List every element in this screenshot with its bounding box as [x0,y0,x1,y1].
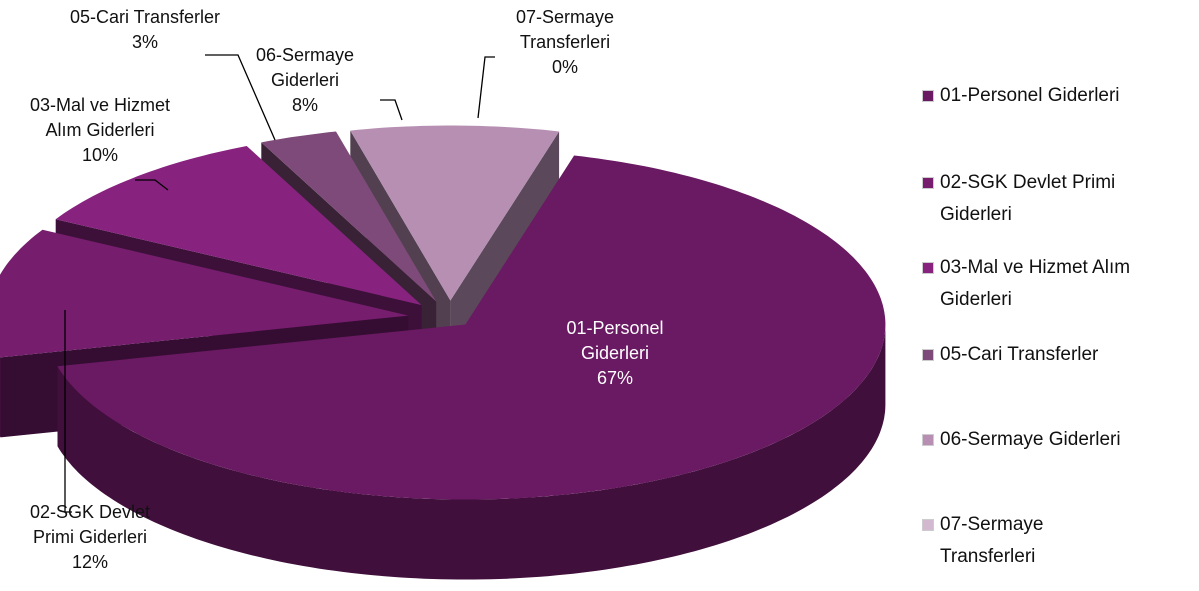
legend-swatch [922,349,934,361]
label-value: 8% [291,95,318,115]
label-name: 06-Sermaye Giderleri [255,45,355,90]
leader-line [380,99,403,121]
slice-top [0,229,409,358]
legend-swatch [922,177,934,189]
label-value: 0% [551,57,578,77]
slice-top [55,146,422,306]
legend-swatch [922,434,934,446]
label-name: 07-Sermaye Transferleri [515,7,615,52]
legend-label: 05-Cari Transferler [940,344,1099,365]
label-value: 3% [131,32,158,52]
legend-label: 01-Personel Giderleri [940,85,1120,106]
label-name: 05-Cari Transferler [69,7,221,27]
slice-top [350,125,560,301]
legend-item: 06-Sermaye Giderleri [922,424,1180,456]
legend-label: 03-Mal ve Hizmet Alım Giderleri [940,257,1131,310]
slice [57,155,886,580]
slice-edge [57,324,886,580]
data-label: 07-Sermaye Transferleri 0% [505,5,625,80]
legend-item: 01-Personel Giderleri [922,80,1180,112]
legend-label: 06-Sermaye Giderleri [940,429,1121,450]
leader-line [135,179,169,191]
legend-item: 02-SGK Devlet Primi Giderleri [922,167,1150,231]
legend-text: 03-Mal ve Hizmet Alım Giderleri [940,252,1155,316]
legend-swatch [922,262,934,274]
legend-text: 02-SGK Devlet Primi Giderleri [940,167,1150,231]
slice-edge [0,356,1,438]
data-label: 02-SGK Devlet Primi Giderleri 12% [15,500,165,575]
legend-text: 06-Sermaye Giderleri [940,424,1180,456]
legend-text: 05-Cari Transferler [940,339,1180,371]
leader-line [64,310,72,513]
slice-top [57,155,886,500]
legend-label: 02-SGK Devlet Primi Giderleri [940,172,1116,225]
label-name: 03-Mal ve Hizmet Alım Giderleri [29,95,171,140]
data-label: 01-Personel Giderleri 67% [550,316,680,391]
label-value: 12% [71,552,109,572]
data-label: 03-Mal ve Hizmet Alım Giderleri 10% [15,93,185,168]
legend-text: 01-Personel Giderleri [940,80,1180,112]
data-label: 05-Cari Transferler 3% [45,5,245,55]
legend-swatch [922,519,934,531]
slice-top [261,131,437,302]
label-value: 10% [81,145,119,165]
legend-text: 07-Sermaye Transferleri [940,509,1090,573]
legend-swatch [922,90,934,102]
label-value: 67% [596,368,634,388]
legend-item: 03-Mal ve Hizmet Alım Giderleri [922,252,1155,316]
label-name: 02-SGK Devlet Primi Giderleri [29,502,151,547]
leader-line [205,54,276,141]
data-label: 06-Sermaye Giderleri 8% [245,43,365,118]
legend-item: 05-Cari Transferler [922,339,1180,371]
leader-line [477,56,495,119]
label-name: 01-Personel Giderleri [566,318,664,363]
legend-label: 07-Sermaye Transferleri [940,514,1044,567]
legend-item: 07-Sermaye Transferleri [922,509,1090,573]
